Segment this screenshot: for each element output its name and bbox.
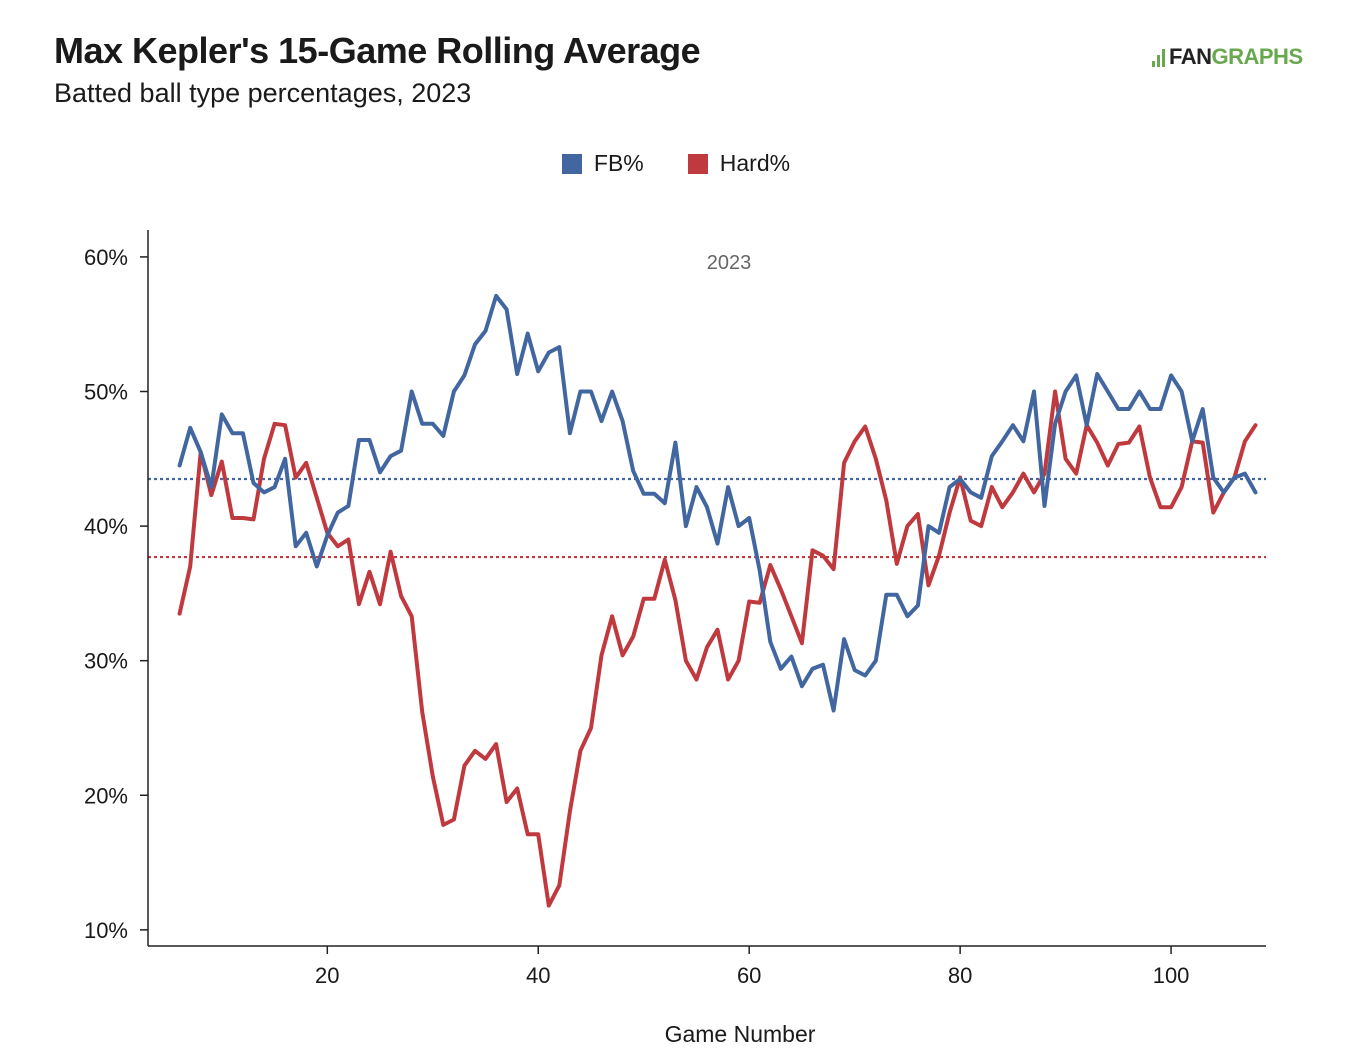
bar-graph-icon bbox=[1152, 47, 1165, 67]
y-tick-label: 30% bbox=[84, 649, 128, 674]
legend-label-hard: Hard% bbox=[719, 150, 791, 176]
axes: 10% 20% 30% 40% 50% 60% 20 40 60 80 100 bbox=[84, 230, 1266, 988]
average-lines bbox=[148, 477, 1266, 559]
legend-swatch-hard bbox=[687, 153, 708, 174]
chart-title: Max Kepler's 15-Game Rolling Average bbox=[54, 30, 701, 71]
x-tick-label: 60 bbox=[737, 963, 761, 988]
series-line-hard bbox=[177, 389, 1258, 908]
series-line-fb bbox=[177, 293, 1258, 713]
y-tick-label: 60% bbox=[84, 245, 128, 270]
logo-text-fan: FAN bbox=[1169, 44, 1212, 69]
series-lines bbox=[177, 293, 1258, 908]
logo-text-graphs: GRAPHS bbox=[1211, 44, 1304, 69]
legend-swatch-fb bbox=[561, 153, 582, 174]
y-tick-label: 50% bbox=[84, 380, 128, 405]
panel-label: 2023 bbox=[707, 252, 752, 274]
y-tick-label: 10% bbox=[84, 918, 128, 943]
legend-item-hard[interactable]: Hard% bbox=[687, 150, 791, 177]
chart-subtitle: Batted ball type percentages, 2023 bbox=[54, 78, 472, 108]
x-tick-label: 80 bbox=[948, 963, 972, 988]
x-tick-label: 40 bbox=[526, 963, 550, 988]
x-tick-label: 100 bbox=[1153, 963, 1190, 988]
y-tick-label: 40% bbox=[84, 514, 128, 539]
fangraphs-logo: FAN GRAPHS bbox=[1152, 44, 1303, 70]
chart-legend: FB% Hard% bbox=[0, 150, 1352, 177]
x-tick-label: 20 bbox=[315, 963, 339, 988]
y-tick-label: 20% bbox=[84, 783, 128, 808]
legend-label-fb: FB% bbox=[593, 150, 644, 176]
legend-item-fb[interactable]: FB% bbox=[561, 150, 644, 177]
x-axis-title: Game Number bbox=[665, 1021, 816, 1047]
